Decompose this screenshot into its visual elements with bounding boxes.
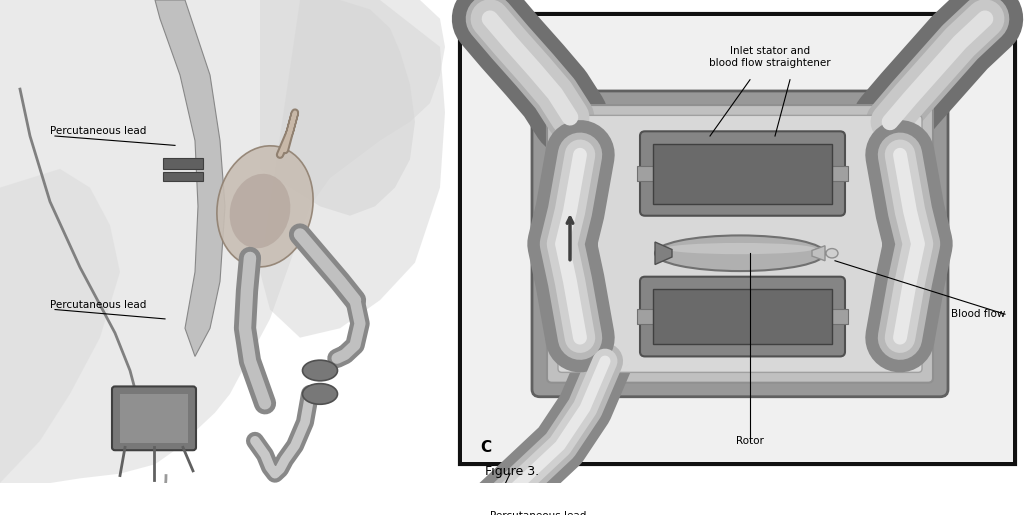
Text: Percutaneous lead: Percutaneous lead [490,511,587,515]
Bar [637,166,653,181]
Bar [637,308,653,323]
Ellipse shape [217,146,313,267]
Ellipse shape [302,384,338,404]
Bar [120,394,188,443]
Text: Percutaneous lead: Percutaneous lead [50,126,146,136]
Polygon shape [0,0,445,483]
FancyBboxPatch shape [640,131,845,216]
Ellipse shape [302,360,338,381]
Text: Blood flow: Blood flow [950,309,1005,319]
Ellipse shape [826,249,838,258]
Bar [831,308,848,323]
Ellipse shape [229,174,291,248]
Polygon shape [260,0,445,338]
FancyBboxPatch shape [532,91,948,397]
FancyBboxPatch shape [640,277,845,356]
Bar [462,16,1013,462]
Polygon shape [655,242,672,265]
FancyBboxPatch shape [547,105,933,383]
Bar [790,166,806,181]
Bar [740,308,756,323]
Bar [831,166,848,181]
Bar [653,144,831,203]
Text: C: C [480,440,492,455]
Bar [163,171,203,181]
Bar [163,158,203,169]
Bar [690,308,706,323]
Bar [740,166,756,181]
Bar [790,308,806,323]
Text: Rotor: Rotor [736,436,764,446]
Polygon shape [812,246,825,261]
Polygon shape [260,0,415,216]
Text: Figure 3.: Figure 3. [485,466,539,478]
Bar [460,14,1015,465]
FancyBboxPatch shape [112,386,196,450]
Text: Percutaneous lead: Percutaneous lead [50,300,146,310]
FancyBboxPatch shape [558,115,922,372]
Bar [690,166,706,181]
Text: Inlet stator and
blood flow straightener: Inlet stator and blood flow straightener [710,46,830,67]
Ellipse shape [655,235,825,271]
Bar [653,289,831,344]
Polygon shape [155,0,225,356]
Polygon shape [0,169,120,483]
Ellipse shape [665,243,815,254]
